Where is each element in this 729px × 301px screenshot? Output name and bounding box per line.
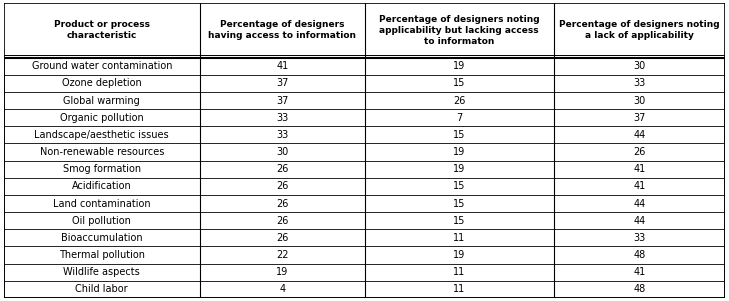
Text: 33: 33 (634, 78, 646, 88)
Text: 37: 37 (634, 113, 646, 123)
Bar (4, 3, 725, 57)
Text: Ozone depletion: Ozone depletion (62, 78, 141, 88)
Text: 19: 19 (453, 164, 465, 174)
Text: 26: 26 (276, 164, 289, 174)
Text: 33: 33 (276, 130, 289, 140)
Text: Percentage of designers noting
applicability but lacking access
to informaton: Percentage of designers noting applicabi… (379, 15, 539, 46)
Text: 15: 15 (453, 199, 465, 209)
Text: Wildlife aspects: Wildlife aspects (63, 267, 140, 277)
Text: 33: 33 (634, 233, 646, 243)
Text: 48: 48 (634, 250, 646, 260)
Text: 26: 26 (634, 147, 646, 157)
Text: 44: 44 (634, 199, 646, 209)
Text: 15: 15 (453, 216, 465, 226)
Text: 15: 15 (453, 130, 465, 140)
Text: 37: 37 (276, 78, 289, 88)
Text: 26: 26 (276, 233, 289, 243)
Text: 26: 26 (276, 199, 289, 209)
Text: 15: 15 (453, 182, 465, 191)
Text: 48: 48 (634, 284, 646, 294)
Text: 19: 19 (453, 250, 465, 260)
Text: 41: 41 (634, 267, 646, 277)
Text: Smog formation: Smog formation (63, 164, 141, 174)
Text: Product or process
characteristic: Product or process characteristic (54, 20, 149, 40)
Text: Ground water contamination: Ground water contamination (31, 61, 172, 71)
Text: 26: 26 (276, 182, 289, 191)
Text: 30: 30 (634, 61, 646, 71)
Text: Percentage of designers noting
a lack of applicability: Percentage of designers noting a lack of… (559, 20, 720, 40)
Text: 11: 11 (453, 233, 465, 243)
Text: Child labor: Child labor (76, 284, 128, 294)
Text: 19: 19 (453, 147, 465, 157)
Text: Non-renewable resources: Non-renewable resources (39, 147, 164, 157)
Text: Oil pollution: Oil pollution (72, 216, 131, 226)
Text: Global warming: Global warming (63, 95, 140, 106)
Text: 4: 4 (279, 284, 285, 294)
Text: 30: 30 (276, 147, 289, 157)
Text: 30: 30 (634, 95, 646, 106)
Text: Landscape/aesthetic issues: Landscape/aesthetic issues (34, 130, 169, 140)
Text: Acidification: Acidification (72, 182, 132, 191)
Text: 19: 19 (276, 267, 289, 277)
Text: Land contamination: Land contamination (53, 199, 151, 209)
Text: Bioaccumulation: Bioaccumulation (61, 233, 143, 243)
Text: Percentage of designers
having access to information: Percentage of designers having access to… (208, 20, 356, 40)
Text: 11: 11 (453, 284, 465, 294)
Text: 41: 41 (634, 182, 646, 191)
Text: 41: 41 (634, 164, 646, 174)
Text: 26: 26 (276, 216, 289, 226)
Text: 44: 44 (634, 216, 646, 226)
Text: Organic pollution: Organic pollution (60, 113, 144, 123)
Text: 7: 7 (456, 113, 462, 123)
Text: 15: 15 (453, 78, 465, 88)
Text: 33: 33 (276, 113, 289, 123)
Text: 19: 19 (453, 61, 465, 71)
Text: 44: 44 (634, 130, 646, 140)
Text: 22: 22 (276, 250, 289, 260)
Text: 41: 41 (276, 61, 289, 71)
Text: 26: 26 (453, 95, 465, 106)
Text: Thermal pollution: Thermal pollution (59, 250, 145, 260)
Text: 37: 37 (276, 95, 289, 106)
Text: 11: 11 (453, 267, 465, 277)
